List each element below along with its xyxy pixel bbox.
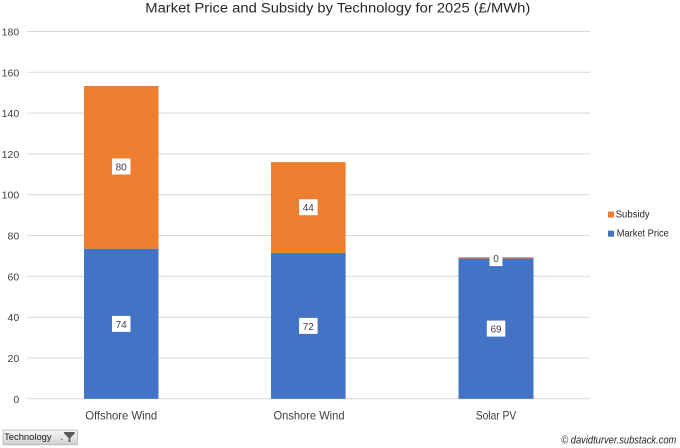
svg-text:20: 20: [8, 353, 20, 365]
svg-text:0: 0: [13, 394, 19, 406]
svg-text:80: 80: [116, 162, 128, 173]
svg-text:© davidturver.substack.com: © davidturver.substack.com: [561, 435, 676, 447]
svg-text:69: 69: [490, 325, 502, 336]
svg-text:60: 60: [8, 271, 20, 283]
svg-text:160: 160: [2, 67, 20, 79]
svg-text:72: 72: [303, 322, 315, 333]
svg-text:180: 180: [2, 27, 20, 39]
svg-text:44: 44: [303, 203, 315, 214]
svg-text:120: 120: [2, 149, 20, 161]
svg-text:Offshore Wind: Offshore Wind: [85, 408, 157, 422]
svg-text:Onshore Wind: Onshore Wind: [274, 408, 345, 422]
svg-text:Market Price: Market Price: [617, 229, 669, 240]
svg-text:0: 0: [493, 254, 499, 265]
svg-text:Solar PV: Solar PV: [476, 408, 517, 422]
svg-text:40: 40: [8, 312, 20, 324]
svg-text:Subsidy: Subsidy: [616, 209, 650, 220]
svg-text:100: 100: [2, 190, 20, 202]
svg-text:Technology: Technology: [4, 432, 52, 443]
svg-text:74: 74: [116, 320, 128, 331]
svg-text:80: 80: [8, 231, 20, 243]
svg-text:140: 140: [2, 108, 20, 120]
svg-text:Market Price and Subsidy by Te: Market Price and Subsidy by Technology f…: [145, 1, 530, 17]
